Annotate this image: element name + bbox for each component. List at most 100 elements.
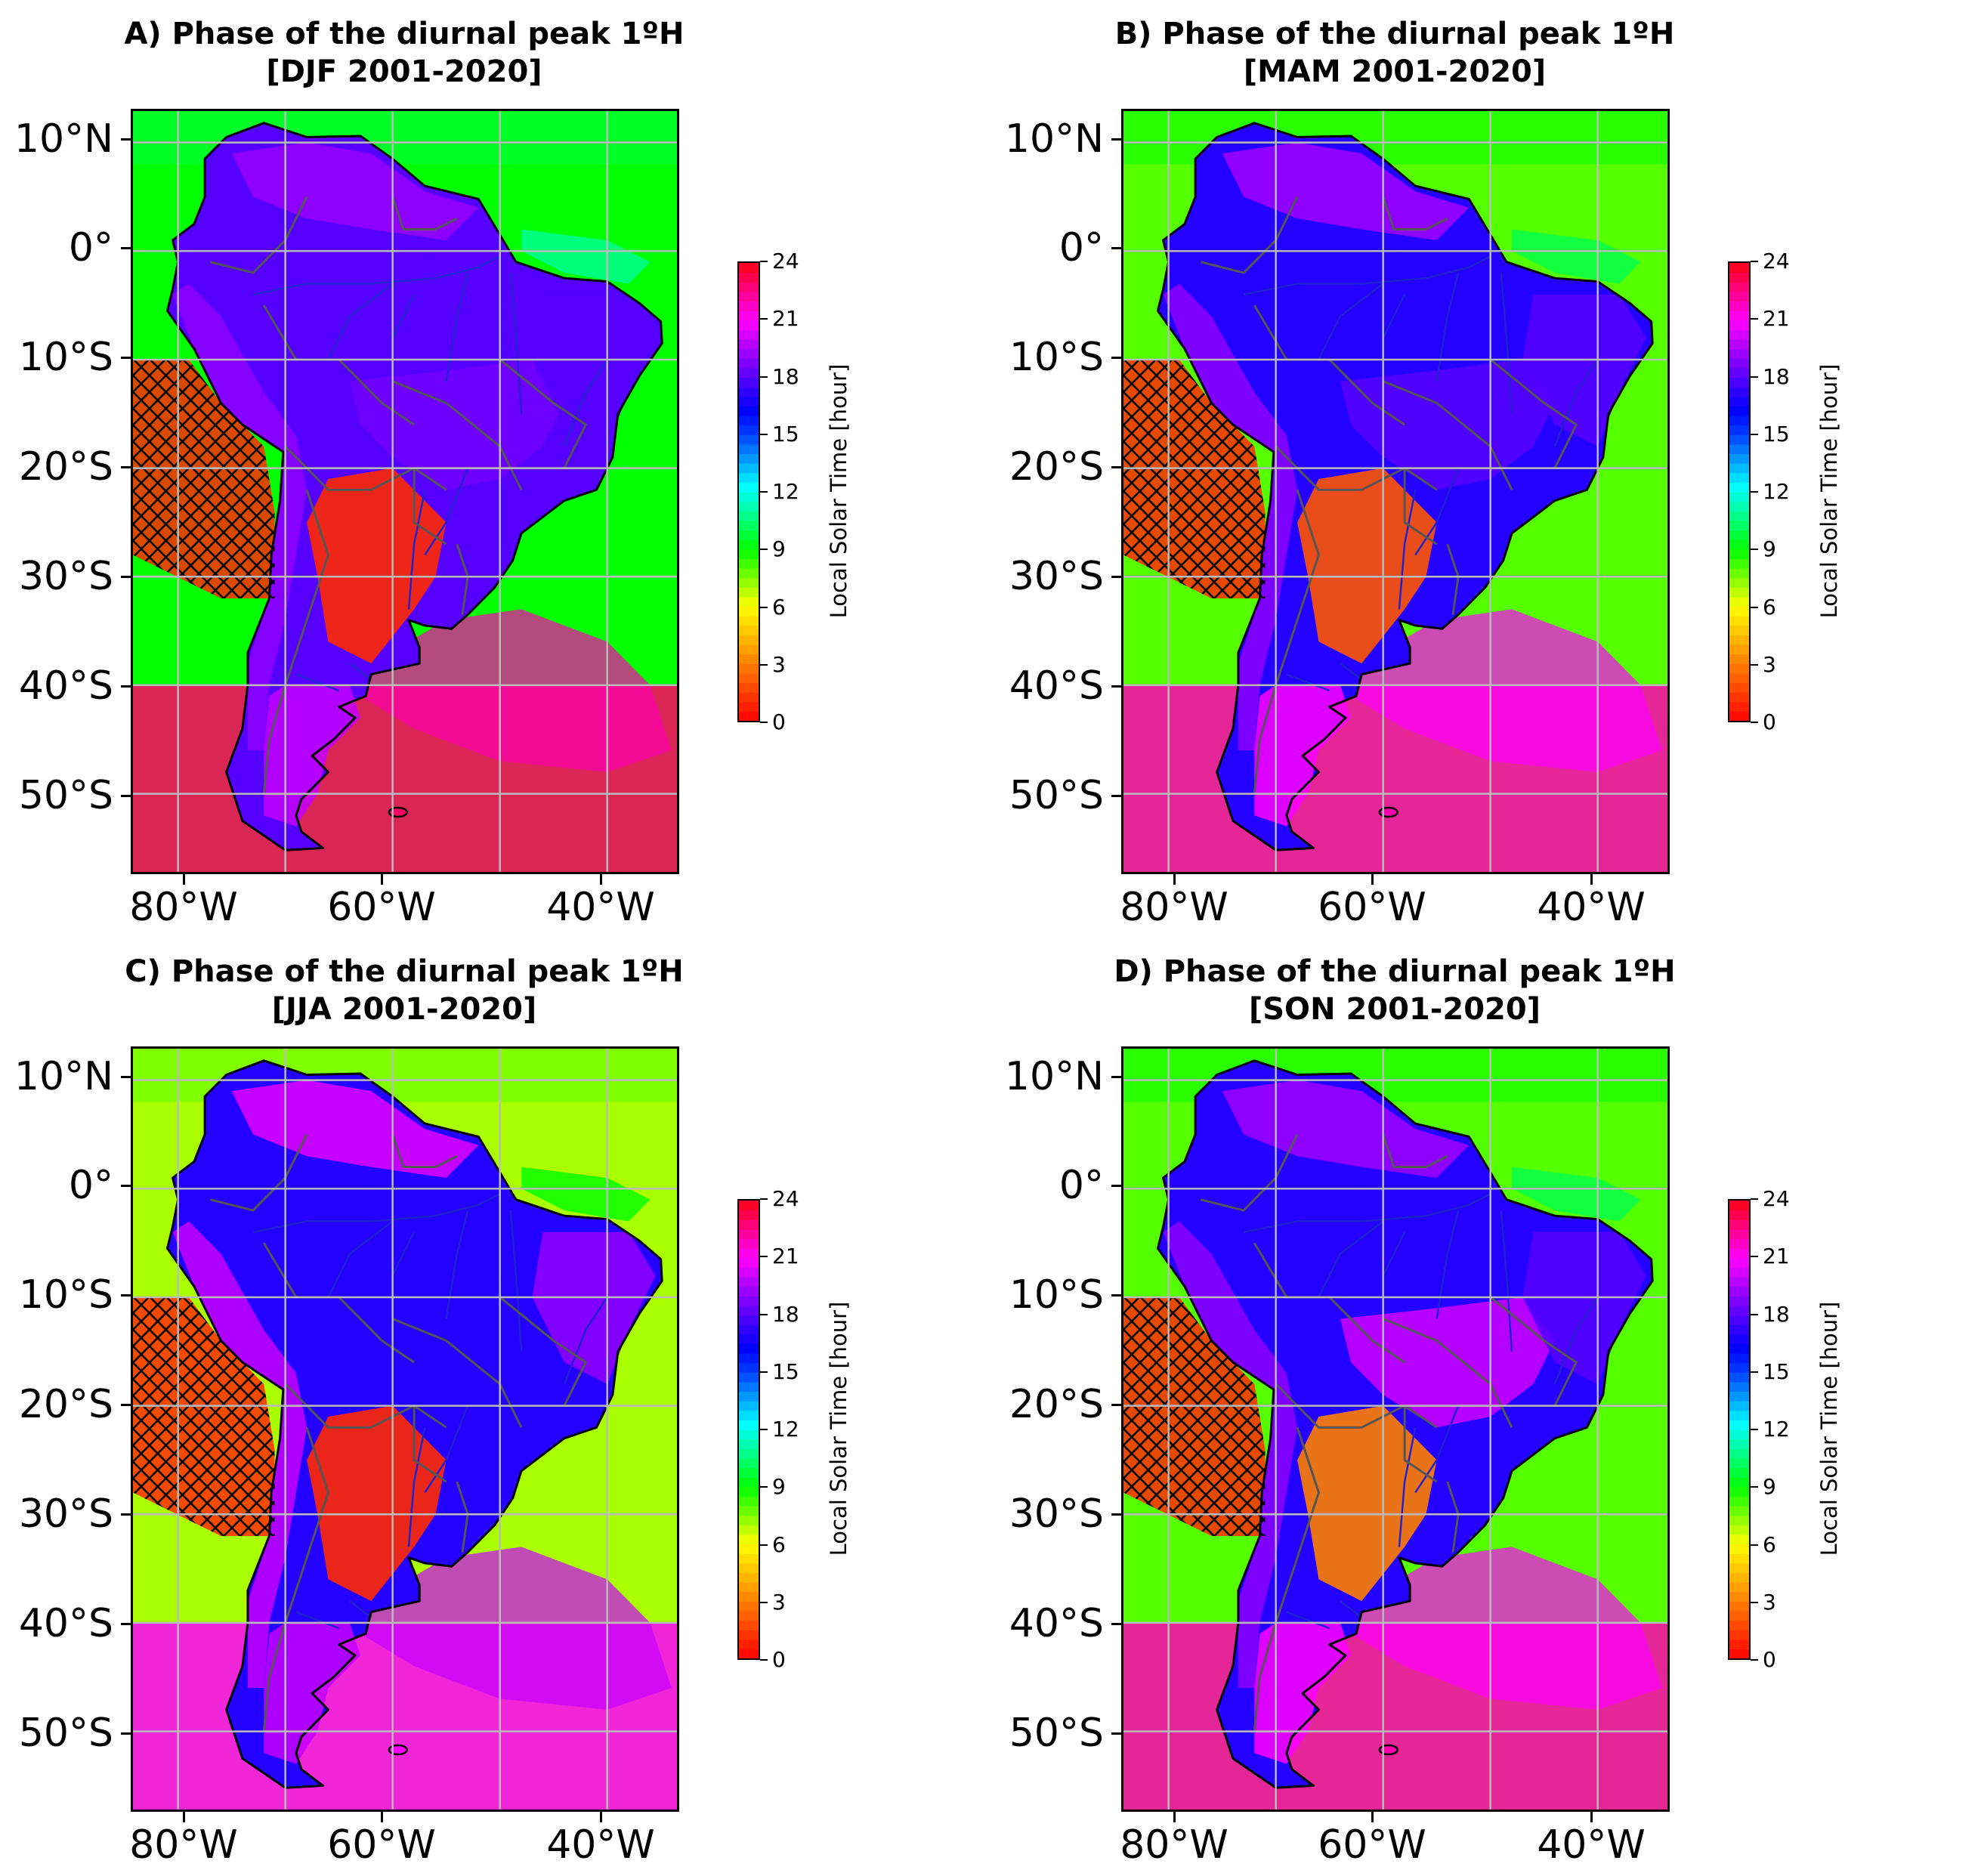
- colorbar-level: [739, 1334, 759, 1344]
- colorbar-tick-label: 15: [1763, 421, 1790, 447]
- northern-land-region: [1222, 142, 1470, 240]
- river-line: [1553, 359, 1599, 447]
- colorbar-level: [1729, 577, 1749, 588]
- colorbar-tick-label: 24: [1763, 1186, 1790, 1211]
- colorbar-tick: [760, 376, 768, 378]
- colorbar-level: [1729, 1238, 1749, 1249]
- river-line: [295, 1611, 340, 1630]
- river-line: [424, 468, 469, 556]
- river-line: [1553, 1297, 1599, 1385]
- colorbar-tick: [1751, 606, 1758, 608]
- lat-label: 0°: [1058, 225, 1104, 270]
- colorbar-level: [1729, 539, 1749, 550]
- colorbar-level: [739, 1515, 759, 1525]
- y-tick: [1111, 357, 1121, 359]
- colorbar-level: [739, 1343, 759, 1354]
- colorbar-tick-label: 18: [772, 1301, 799, 1327]
- country-border: [262, 1426, 330, 1732]
- colorbar-level: [1729, 1324, 1749, 1335]
- colorbar-tick: [760, 1429, 768, 1430]
- country-border: [284, 445, 447, 491]
- y-tick: [1111, 1185, 1121, 1187]
- colorbar-level: [739, 1639, 759, 1649]
- colorbar-level: [739, 1238, 759, 1249]
- colorbar-level: [739, 625, 759, 635]
- colorbar-level: [1729, 558, 1749, 569]
- country-border: [499, 358, 588, 469]
- colorbar-tick-label: 3: [772, 651, 786, 677]
- lat-label: 10°S: [18, 1272, 113, 1318]
- river-line: [252, 1193, 501, 1233]
- river-line: [424, 1405, 469, 1494]
- colorbar-level: [739, 387, 759, 397]
- south-atlantic-patch: [360, 1547, 672, 1710]
- colorbar-level: [739, 1486, 759, 1497]
- lat-label: 20°S: [18, 444, 113, 490]
- colorbar-level: [739, 682, 759, 693]
- colorbar-tick-label: 12: [1763, 1417, 1790, 1442]
- country-border: [413, 468, 447, 545]
- equatorial-atlantic-patch: [521, 229, 651, 284]
- colorbar-level: [739, 320, 759, 330]
- colorbar-tick: [1751, 1601, 1758, 1603]
- river-line: [509, 272, 523, 414]
- panel-subtitle: [DJF 2001-2020]: [266, 54, 542, 89]
- colorbar-tick-label: 9: [772, 536, 786, 562]
- colorbar-level: [739, 1286, 759, 1297]
- colorbar-level: [739, 663, 759, 674]
- colorbar-level: [739, 1620, 759, 1630]
- colorbar-level: [739, 1591, 759, 1602]
- colorbar-level: [1729, 282, 1749, 292]
- y-tick: [1111, 247, 1121, 249]
- colorbar-level: [739, 1210, 759, 1220]
- colorbar-level: [1729, 1467, 1749, 1478]
- colorbar-tick: [1751, 261, 1758, 262]
- river-line: [295, 673, 340, 692]
- colorbar-tick-label: 21: [772, 1244, 799, 1269]
- river-line: [1500, 272, 1513, 414]
- northern-land-region: [1222, 1080, 1470, 1178]
- y-tick: [1111, 1404, 1121, 1406]
- lon-label: 80°W: [129, 1822, 238, 1868]
- colorbar-tick: [760, 1659, 768, 1661]
- colorbar-level: [1729, 1410, 1749, 1420]
- colorbar-level: [1729, 1553, 1749, 1564]
- colorbar-tick: [1751, 1256, 1758, 1258]
- colorbar-level: [1729, 711, 1749, 721]
- colorbar-level: [739, 549, 759, 559]
- lon-label: 60°W: [1318, 885, 1426, 930]
- lat-label: 50°S: [1009, 773, 1104, 818]
- country-border: [1253, 489, 1321, 794]
- colorbar-level: [739, 396, 759, 406]
- colorbar-level: [739, 654, 759, 664]
- colorbar-label: Local Solar Time [hour]: [1816, 363, 1842, 619]
- colorbar-level: [1729, 568, 1749, 579]
- colorbar-level: [739, 1201, 759, 1211]
- colorbar-label: Local Solar Time [hour]: [826, 1301, 851, 1556]
- colorbar-level: [739, 1534, 759, 1545]
- y-tick: [121, 138, 131, 141]
- colorbar-level: [1729, 1581, 1749, 1593]
- colorbar-tick: [1751, 1198, 1758, 1200]
- colorbar-level: [739, 1305, 759, 1316]
- colorbar-level: [1729, 1248, 1749, 1259]
- colorbar-label: Local Solar Time [hour]: [826, 363, 851, 619]
- colorbar-tick: [1751, 318, 1758, 320]
- colorbar-tick-label: 0: [772, 1647, 786, 1672]
- colorbar-tick-label: 3: [1763, 651, 1776, 677]
- colorbar-tick-label: 3: [1763, 1589, 1776, 1615]
- colorbar-tick: [760, 722, 768, 723]
- river-line: [349, 663, 372, 681]
- colorbar-tick-label: 21: [1763, 306, 1790, 332]
- colorbar-level: [739, 1525, 759, 1535]
- colorbar-level: [1729, 1362, 1749, 1373]
- colorbar-level: [1729, 616, 1749, 626]
- colorbar-level: [1729, 301, 1749, 311]
- colorbar-level: [739, 711, 759, 721]
- panel-subtitle: [MAM 2001-2020]: [1243, 54, 1547, 89]
- la-plata-region: [307, 1405, 447, 1602]
- colorbar-level: [1729, 701, 1749, 712]
- colorbar-tick-label: 12: [1763, 479, 1790, 504]
- y-tick: [121, 1185, 131, 1187]
- panel-title: B) Phase of the diurnal peak 1ºH: [1114, 17, 1675, 51]
